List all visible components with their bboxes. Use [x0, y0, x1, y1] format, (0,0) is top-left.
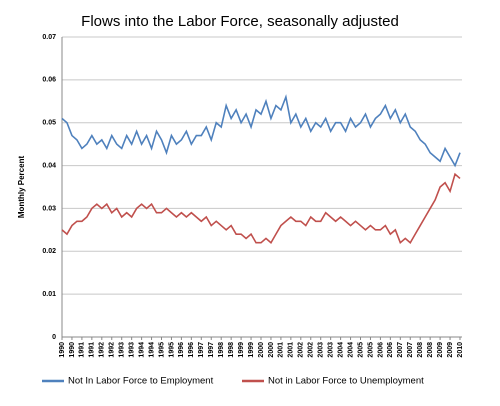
x-tick-label: 1997: [208, 342, 215, 358]
x-tick-label: 1997: [198, 342, 205, 358]
x-tick-label: 2008: [427, 342, 434, 358]
x-tick-label: 2009: [437, 342, 444, 358]
y-tick-label: 0.03: [42, 205, 56, 212]
x-tick-label: 1992: [99, 342, 106, 358]
x-tick-label: 2002: [308, 342, 315, 358]
y-tick-label: 0.04: [42, 162, 56, 169]
x-tick-label: 2003: [318, 342, 325, 358]
y-tick-label: 0: [52, 334, 56, 341]
x-tick-label: 1992: [109, 342, 116, 358]
x-tick-label: 1995: [168, 342, 175, 358]
x-tick-label: 1999: [238, 342, 245, 358]
x-tick-label: 1996: [188, 342, 195, 358]
x-tick-label: 2004: [337, 342, 344, 358]
y-tick-label: 0.05: [42, 120, 56, 127]
x-tick-label: 2002: [298, 342, 305, 358]
x-tick-label: 2005: [357, 342, 364, 358]
x-tick-label: 1998: [218, 342, 225, 358]
y-tick-label: 0.02: [42, 248, 56, 255]
x-tick-label: 1991: [79, 342, 86, 358]
y-tick-label: 0.07: [42, 34, 56, 41]
x-tick-label: 1993: [128, 342, 135, 358]
x-tick-label: 1998: [228, 342, 235, 358]
x-tick-label: 2007: [407, 342, 414, 358]
series-line: [61, 94, 461, 168]
legend-label: Not in Labor Force to Unemployment: [268, 376, 424, 387]
y-tick-label: 0.06: [42, 77, 56, 84]
x-tick-label: 1990: [69, 342, 76, 358]
x-tick-label: 2006: [387, 342, 394, 358]
series-line: [61, 172, 461, 245]
x-tick-label: 1996: [178, 342, 185, 358]
x-tick-label: 1990: [59, 342, 66, 358]
x-tick-label: 1991: [89, 342, 96, 358]
x-tick-label: 2007: [397, 342, 404, 358]
x-tick-label: 2005: [367, 342, 374, 358]
chart-title: Flows into the Labor Force, seasonally a…: [81, 13, 399, 30]
x-tick-label: 1993: [119, 342, 126, 358]
x-tick-label: 2003: [328, 342, 335, 358]
x-tick-label: 1994: [148, 342, 155, 358]
x-tick-label: 1995: [158, 342, 165, 358]
x-tick-label: 2004: [347, 342, 354, 358]
y-tick-label: 0.01: [42, 291, 56, 298]
x-tick-label: 2001: [288, 342, 295, 358]
x-tick-label: 2000: [268, 342, 275, 358]
x-tick-label: 1999: [248, 342, 255, 358]
x-tick-label: 2006: [377, 342, 384, 358]
x-tick-label: 2001: [278, 342, 285, 358]
legend-label: Not In Labor Force to Employment: [68, 376, 214, 387]
x-tick-label: 2008: [417, 342, 424, 358]
y-axis-label: Monthly Percent: [17, 156, 26, 219]
x-tick-label: 1994: [138, 342, 145, 358]
x-tick-label: 2009: [447, 342, 454, 358]
x-tick-label: 2000: [258, 342, 265, 358]
x-tick-label: 2010: [457, 342, 464, 358]
